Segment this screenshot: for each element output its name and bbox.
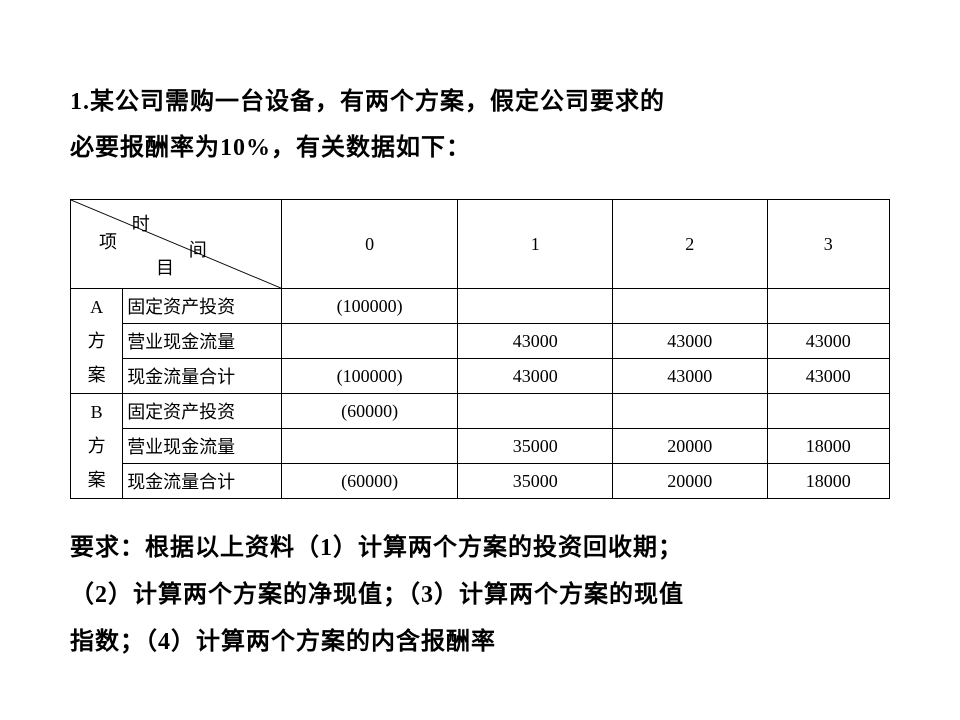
diagonal-header-cell: 项 目 时 间: [71, 200, 282, 289]
req-line-2: （2）计算两个方案的净现值；（3）计算两个方案的现值: [70, 582, 684, 608]
period-0: 0: [281, 200, 458, 289]
req-line-1: 要求：根据以上资料（1）计算两个方案的投资回收期；: [70, 535, 683, 561]
cell: 43000: [612, 359, 767, 394]
row-name: 营业现金流量: [123, 324, 282, 359]
cell: [458, 394, 613, 429]
page: 1.某公司需购一台设备，有两个方案，假定公司要求的 必要报酬率为10%，有关数据…: [0, 0, 960, 666]
period-1: 1: [458, 200, 613, 289]
period-3: 3: [767, 200, 889, 289]
cell: [767, 394, 889, 429]
table-row: B 方 案 固定资产投资 (60000): [71, 394, 890, 429]
cell: [458, 289, 613, 324]
table-row: 营业现金流量 35000 20000 18000: [71, 429, 890, 464]
plan-a-label: A 方 案: [71, 289, 123, 394]
row-name: 固定资产投资: [123, 289, 282, 324]
problem-line-2: 必要报酬率为10%，有关数据如下：: [70, 135, 471, 161]
problem-line-1: 1.某公司需购一台设备，有两个方案，假定公司要求的: [70, 89, 665, 115]
requirements: 要求：根据以上资料（1）计算两个方案的投资回收期； （2）计算两个方案的净现值；…: [70, 525, 890, 665]
table-header-row: 项 目 时 间 0 1 2 3: [71, 200, 890, 289]
diag-label-time: 时 间: [132, 210, 231, 262]
cell: [281, 429, 458, 464]
cell: [612, 289, 767, 324]
cell: 43000: [458, 324, 613, 359]
cell: (100000): [281, 359, 458, 394]
cell: 43000: [767, 359, 889, 394]
cell: 20000: [612, 429, 767, 464]
data-table: 项 目 时 间 0 1 2 3 A 方 案 固定: [70, 199, 890, 499]
table-row: 营业现金流量 43000 43000 43000: [71, 324, 890, 359]
table-row: 现金流量合计 (100000) 43000 43000 43000: [71, 359, 890, 394]
period-2: 2: [612, 200, 767, 289]
problem-statement: 1.某公司需购一台设备，有两个方案，假定公司要求的 必要报酬率为10%，有关数据…: [70, 80, 890, 171]
cell: 43000: [767, 324, 889, 359]
cell: (100000): [281, 289, 458, 324]
cell: 20000: [612, 464, 767, 499]
row-name: 营业现金流量: [123, 429, 282, 464]
cell: 43000: [612, 324, 767, 359]
cell: (60000): [281, 464, 458, 499]
row-name: 现金流量合计: [123, 359, 282, 394]
cell: 43000: [458, 359, 613, 394]
cell: 18000: [767, 429, 889, 464]
plan-b-label: B 方 案: [71, 394, 123, 499]
req-line-3: 指数；（4）计算两个方案的内含报酬率: [70, 629, 496, 655]
cell: [281, 324, 458, 359]
row-name: 现金流量合计: [123, 464, 282, 499]
cell: 35000: [458, 429, 613, 464]
table-row: A 方 案 固定资产投资 (100000): [71, 289, 890, 324]
cell: 18000: [767, 464, 889, 499]
row-name: 固定资产投资: [123, 394, 282, 429]
cell: [767, 289, 889, 324]
cell: (60000): [281, 394, 458, 429]
cell: [612, 394, 767, 429]
table-row: 现金流量合计 (60000) 35000 20000 18000: [71, 464, 890, 499]
cell: 35000: [458, 464, 613, 499]
